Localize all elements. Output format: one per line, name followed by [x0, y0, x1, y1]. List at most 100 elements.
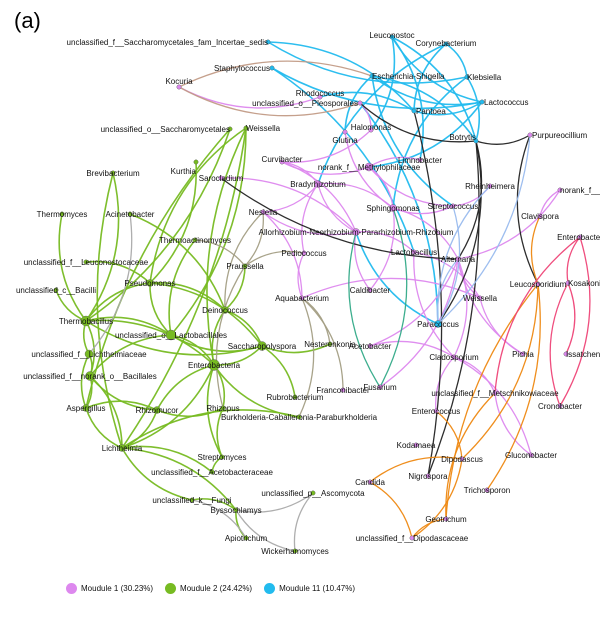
edge-staphylococcus-lactococcus — [271, 67, 483, 110]
node-acinetobacter — [127, 211, 133, 217]
node-geotrichum — [443, 516, 449, 522]
node-curvibacter — [279, 159, 285, 165]
edge-curvibacter-halomonas — [281, 129, 372, 163]
legend-swatch-module-2 — [165, 583, 177, 594]
legend-label-module-2: Moudule 2 (24.42%) — [180, 584, 253, 593]
label-dipodascaceae: unclassified_f__Dipodascaceae — [356, 534, 469, 543]
edge-allorhizobium-lactobacillus — [355, 231, 415, 253]
legend-label-module-11: Moudule 11 (10.47%) — [279, 584, 355, 593]
edge-lichtheimia-acetobacteraceae — [121, 445, 213, 473]
node-burkholderia — [296, 414, 302, 420]
edge-praussella-deinococcus — [224, 265, 246, 311]
label-ascomycota: unclassified_p__Ascomycota — [261, 489, 365, 498]
node-lichtheimia — [118, 444, 126, 452]
node-nesiella — [260, 209, 266, 215]
edge-weissella-top-lactobacillales — [170, 127, 247, 336]
label-praussella: Praussella — [226, 262, 264, 271]
edge-kocuria-escherichia — [178, 60, 373, 88]
edge-cladosporium-gluconobacter — [453, 356, 532, 456]
node-saccharopolyspora — [257, 341, 267, 351]
label-nesiella: Nesiella — [249, 208, 278, 217]
edge-weissella-top-pseudomonas — [149, 127, 247, 284]
edge-acinetobacter-deinococcus — [129, 213, 226, 311]
edge-thermoactinomyces-lactobacillales — [168, 239, 196, 336]
node-praussella — [242, 263, 248, 269]
edge-dipodascus-candida — [369, 456, 463, 483]
label-rheinheimera: Rheinheimera — [465, 182, 515, 191]
node-clavispora — [537, 213, 543, 219]
node-cronobacter — [557, 403, 563, 409]
label-clavispora: Clavispora — [521, 212, 559, 221]
edge-kocuria-pleosporales — [178, 86, 361, 117]
edge-rhodococcus-pantoea — [319, 91, 415, 112]
label-allorhizobium: Allorhizobium-Neorhizobium-Pararhizobium… — [259, 228, 454, 237]
edge-purpureocillium-paracoccus — [437, 134, 531, 325]
edge-nesiella-deinococcus — [224, 211, 264, 311]
node-pediococcus — [301, 250, 307, 256]
label-leuconostoc: Leuconostoc — [369, 31, 414, 40]
edge-botrytis-purpureocillium — [475, 134, 531, 145]
edge-ascomycota-wickerhamomyces — [293, 492, 314, 552]
label-glutina: Glutina — [332, 136, 358, 145]
node-kurthia — [193, 159, 199, 165]
edge-lactobacillus-staphylococcus — [271, 67, 415, 253]
node-rhizomucor — [153, 406, 161, 414]
edge-saccharomycetales-o-aspergillus — [85, 128, 231, 409]
legend-item-module-1: Moudule 1 (30.23%) — [66, 583, 153, 594]
label-bacilli: unclassified_c__Bacilli — [16, 286, 96, 295]
node-aspergillus — [82, 404, 90, 412]
edge-nesiella-aquabacterium — [262, 211, 303, 299]
node-staphylococcus — [269, 65, 275, 71]
edge-norank-methylophilaceae-lactococcus — [368, 101, 483, 168]
label-aspergillus: Aspergillus — [66, 404, 105, 413]
edge-clavispora-leucosporidium — [530, 215, 541, 285]
node-enterobacteria — [208, 359, 220, 371]
label-caldibacter: Caldibacter — [350, 286, 391, 295]
edge-rubrobacterium-saccharopolyspora — [261, 345, 296, 398]
node-dipodascaceae — [409, 535, 415, 541]
network-labels: unclassified_f__Saccharomycetales_fam_In… — [16, 31, 600, 556]
edge-caldibacter-sphingomonas — [369, 207, 395, 291]
node-metschnikowiaceae — [492, 390, 498, 396]
node-kocuria — [176, 84, 182, 90]
edge-acinetobacter-lichtheimiaceae — [88, 213, 133, 355]
edge-leuconostocaceae-pseudomonas — [85, 260, 151, 284]
node-halomonas — [368, 127, 374, 133]
edge-enterobacter-kosakonia — [566, 236, 581, 284]
node-ascomycota — [310, 490, 316, 496]
node-brevibacterium — [110, 170, 116, 176]
node-streptomyces — [219, 454, 225, 460]
edge-weissella-top-lichtheimia — [121, 127, 247, 449]
edge-enterobacteria-rhizomucor — [156, 364, 215, 411]
label-lichtheimia: Lichtheimia — [102, 444, 143, 453]
node-lactococcus — [479, 99, 485, 105]
node-issatchenkia — [563, 351, 569, 357]
node-weissella — [477, 295, 483, 301]
edge-norank-bacillales-lichtheimia — [89, 375, 123, 449]
node-rhizopus — [220, 405, 226, 411]
label-acetobacteraceae: unclassified_f__Acetobacteraceae — [151, 468, 273, 477]
panel-label: (a) — [14, 8, 41, 33]
label-pichia: Pichia — [512, 350, 534, 359]
node-streptococcus — [450, 203, 456, 209]
node-klebsiella — [464, 74, 470, 80]
node-rheinheimera — [487, 183, 493, 189]
label-enterobacter: Enterobacter — [557, 233, 600, 242]
edge-unclassified-f-saccharomycetales-klebsiella — [267, 41, 468, 84]
label-metschnikowiaceae: unclassified_f__Metschnikowiaceae — [431, 389, 559, 398]
edge-thermobacillus-enterobacteria — [85, 319, 215, 366]
edge-kosakonia-issatchenkia — [565, 282, 576, 355]
edge-aquabacterium-nesterenkonia — [301, 297, 331, 345]
node-alternaria — [455, 256, 461, 262]
edge-limnobacter-leuconostoc — [391, 36, 424, 161]
edge-pseudomonas-lactobacillales — [149, 282, 172, 336]
label-issatchenkia: Issatchenkia — [566, 350, 600, 359]
edge-leucosporidium-trichosporon — [486, 283, 541, 491]
legend-label-module-1: Moudule 1 (30.23%) — [81, 584, 154, 593]
node-paracoccus — [434, 320, 442, 328]
edge-fungi-byssochlamys — [191, 498, 237, 511]
edge-glutina-sphingomonas — [344, 131, 394, 209]
edge-lichtheimiaceae-aspergillus — [80, 353, 90, 409]
edge-streptococcus-escherichia — [371, 75, 454, 207]
node-bacilli — [53, 287, 59, 293]
